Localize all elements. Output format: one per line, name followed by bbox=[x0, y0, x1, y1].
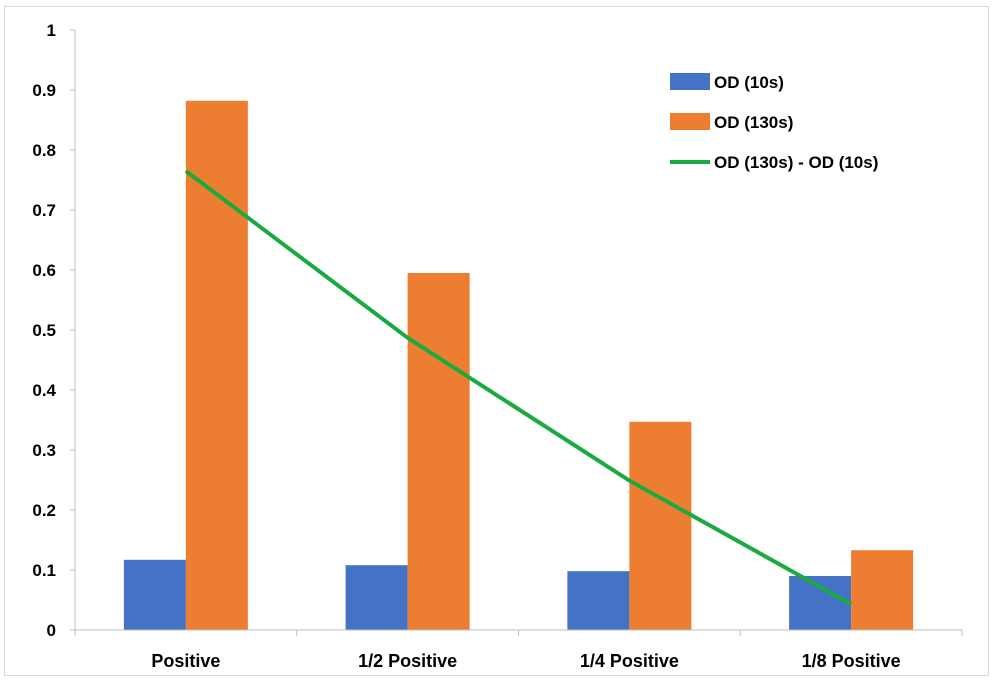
y-tick-label: 0.3 bbox=[32, 441, 56, 460]
legend-label: OD (10s) bbox=[714, 73, 784, 92]
y-tick-label: 0.4 bbox=[32, 381, 56, 400]
bars-group bbox=[123, 100, 914, 631]
y-tick-label: 0.9 bbox=[32, 81, 56, 100]
lines-group bbox=[184, 169, 853, 606]
y-tick-label: 0.7 bbox=[32, 201, 56, 220]
y-tick-label: 1 bbox=[47, 21, 56, 40]
bar-od-130s bbox=[629, 421, 692, 630]
legend-swatch bbox=[670, 113, 710, 130]
bar-od-10s bbox=[123, 559, 186, 630]
bar-od-10s bbox=[567, 571, 630, 630]
line-difference-series bbox=[184, 169, 853, 606]
legend-label: OD (130s) - OD (10s) bbox=[714, 153, 878, 172]
x-axis: Positive 1/2 Positive 1/4 Positive 1/8 Posi… bbox=[74, 629, 963, 671]
y-tick-label: 0.8 bbox=[32, 141, 56, 160]
y-tick-label: 0.2 bbox=[32, 501, 56, 520]
bar-od-10s bbox=[345, 565, 408, 630]
bar-od-130s bbox=[407, 273, 470, 630]
y-tick-label: 0.1 bbox=[32, 561, 56, 580]
x-category-label: 1/2 Positive bbox=[358, 651, 457, 671]
x-category-label: 1/4 Positive bbox=[580, 651, 679, 671]
y-tick-label: 0 bbox=[47, 621, 56, 640]
bar-od-10s bbox=[789, 576, 852, 630]
x-category-label: 1/8 Positive bbox=[802, 651, 901, 671]
x-category-label: Positive bbox=[151, 651, 220, 671]
bar-od-130s bbox=[851, 550, 914, 630]
legend: OD (10s) OD (130s) OD (130s) - OD (10s) bbox=[670, 73, 878, 172]
y-tick-label: 0.6 bbox=[32, 261, 56, 280]
y-axis: 0 0.1 0.2 0.3 0.4 0.5 0.6 0.7 0.8 0.9 1 bbox=[32, 21, 76, 640]
legend-label: OD (130s) bbox=[714, 113, 793, 132]
legend-swatch bbox=[670, 73, 710, 90]
y-tick-label: 0.5 bbox=[32, 321, 56, 340]
bar-od-130s bbox=[185, 100, 248, 631]
